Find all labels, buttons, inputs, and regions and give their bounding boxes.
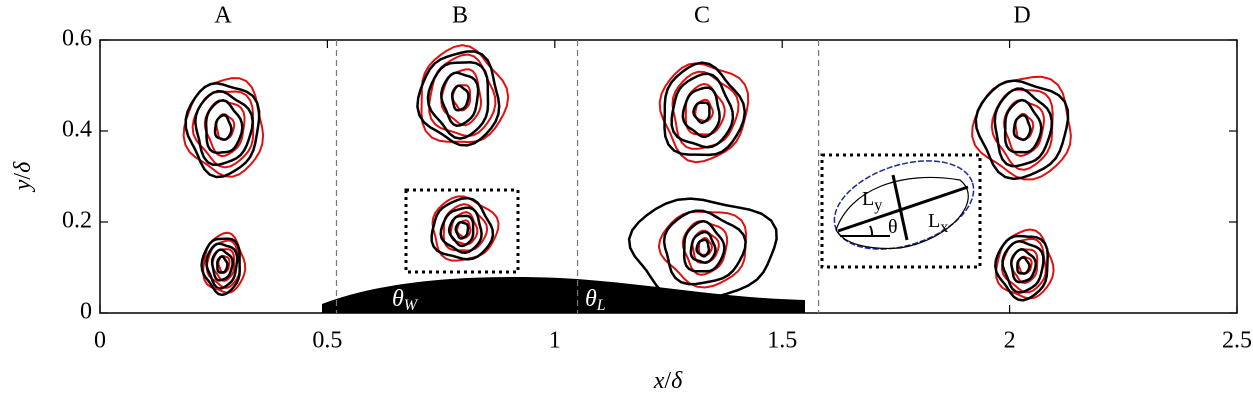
annotation: Lx bbox=[928, 210, 948, 236]
contour-red bbox=[456, 219, 472, 239]
annotation: Ly bbox=[862, 188, 882, 214]
contour-black bbox=[184, 82, 261, 179]
contour-black bbox=[204, 99, 244, 154]
annotation-sub: x bbox=[940, 219, 948, 236]
annotation-text: θ bbox=[392, 286, 404, 312]
region-label: C bbox=[694, 3, 710, 29]
contour-black bbox=[426, 61, 490, 140]
contour-black bbox=[681, 86, 721, 139]
contour-black bbox=[695, 238, 711, 258]
contour-red bbox=[203, 99, 246, 158]
contour-black bbox=[1003, 98, 1043, 154]
region-label: D bbox=[1013, 3, 1030, 29]
contour-red bbox=[182, 77, 265, 178]
x-tick-label: 2.5 bbox=[1222, 328, 1252, 354]
region-label: B bbox=[452, 3, 468, 29]
contour-black bbox=[1012, 113, 1032, 142]
contour-black bbox=[627, 197, 778, 303]
y-tick-label: 0.2 bbox=[62, 208, 92, 234]
annotation: θ bbox=[888, 216, 898, 238]
inset-box bbox=[820, 153, 982, 269]
contour-red bbox=[428, 53, 497, 138]
annotation: θL bbox=[585, 286, 606, 314]
contour-red bbox=[990, 88, 1054, 171]
x-tick-label: 0 bbox=[94, 328, 106, 354]
x-tick-label: 2 bbox=[1004, 328, 1016, 354]
contour-black bbox=[447, 214, 475, 248]
annotation-sub: y bbox=[874, 197, 882, 214]
contour-black bbox=[439, 206, 483, 254]
region-label: A bbox=[214, 3, 232, 29]
x-tick-label: 1 bbox=[549, 328, 561, 354]
contour-black bbox=[1016, 256, 1031, 275]
contour-black bbox=[200, 237, 241, 297]
annotation-text: L bbox=[862, 188, 874, 210]
contour-red bbox=[658, 62, 750, 164]
y-axis-label: y/δ bbox=[10, 161, 36, 192]
annotation: θW bbox=[392, 286, 419, 314]
contour-black bbox=[454, 220, 470, 240]
contour-black bbox=[670, 72, 735, 149]
contour-black bbox=[663, 61, 747, 157]
y-tick-label: 0 bbox=[80, 299, 92, 325]
inset bbox=[833, 160, 975, 250]
contour-red bbox=[449, 211, 479, 246]
contour-red bbox=[202, 231, 247, 294]
annotation-text: θ bbox=[888, 216, 898, 238]
contour-black bbox=[216, 255, 229, 274]
contour-black bbox=[993, 87, 1054, 168]
zoom-box bbox=[404, 188, 520, 274]
contour-red bbox=[657, 210, 748, 289]
annotation-sub: W bbox=[404, 297, 419, 314]
contour-black bbox=[994, 234, 1049, 302]
contour-red bbox=[191, 90, 255, 169]
contour-black bbox=[213, 113, 233, 141]
annotation-sub: L bbox=[596, 297, 606, 314]
contour-red bbox=[694, 98, 714, 123]
y-tick-label: 0.4 bbox=[62, 117, 92, 143]
contour-black bbox=[689, 230, 717, 264]
contour-black bbox=[1010, 248, 1038, 284]
annotation-text: L bbox=[928, 210, 940, 232]
contour-black bbox=[974, 79, 1070, 181]
contour-black bbox=[194, 89, 254, 167]
contour-black bbox=[205, 242, 239, 290]
droplet bbox=[322, 277, 805, 313]
plot-frame bbox=[99, 39, 1238, 314]
x-axis-label: x/δ bbox=[653, 368, 683, 394]
annotation-text: θ bbox=[585, 286, 597, 312]
contour-black bbox=[682, 219, 726, 273]
contours bbox=[182, 44, 1072, 303]
x-tick-label: 0.5 bbox=[312, 328, 342, 354]
contour-black bbox=[210, 248, 234, 282]
y-tick-label: 0.6 bbox=[62, 26, 92, 52]
contour-red bbox=[420, 44, 510, 144]
contour-black bbox=[1001, 240, 1045, 294]
contour-black bbox=[440, 71, 480, 127]
contour-red bbox=[971, 75, 1072, 181]
contour-black bbox=[450, 84, 470, 112]
contour-black bbox=[430, 196, 495, 261]
contour-black bbox=[692, 101, 711, 124]
contour-black bbox=[662, 209, 747, 286]
x-tick-label: 1.5 bbox=[767, 328, 797, 354]
contour-black bbox=[416, 50, 501, 147]
contour-red bbox=[994, 228, 1055, 300]
